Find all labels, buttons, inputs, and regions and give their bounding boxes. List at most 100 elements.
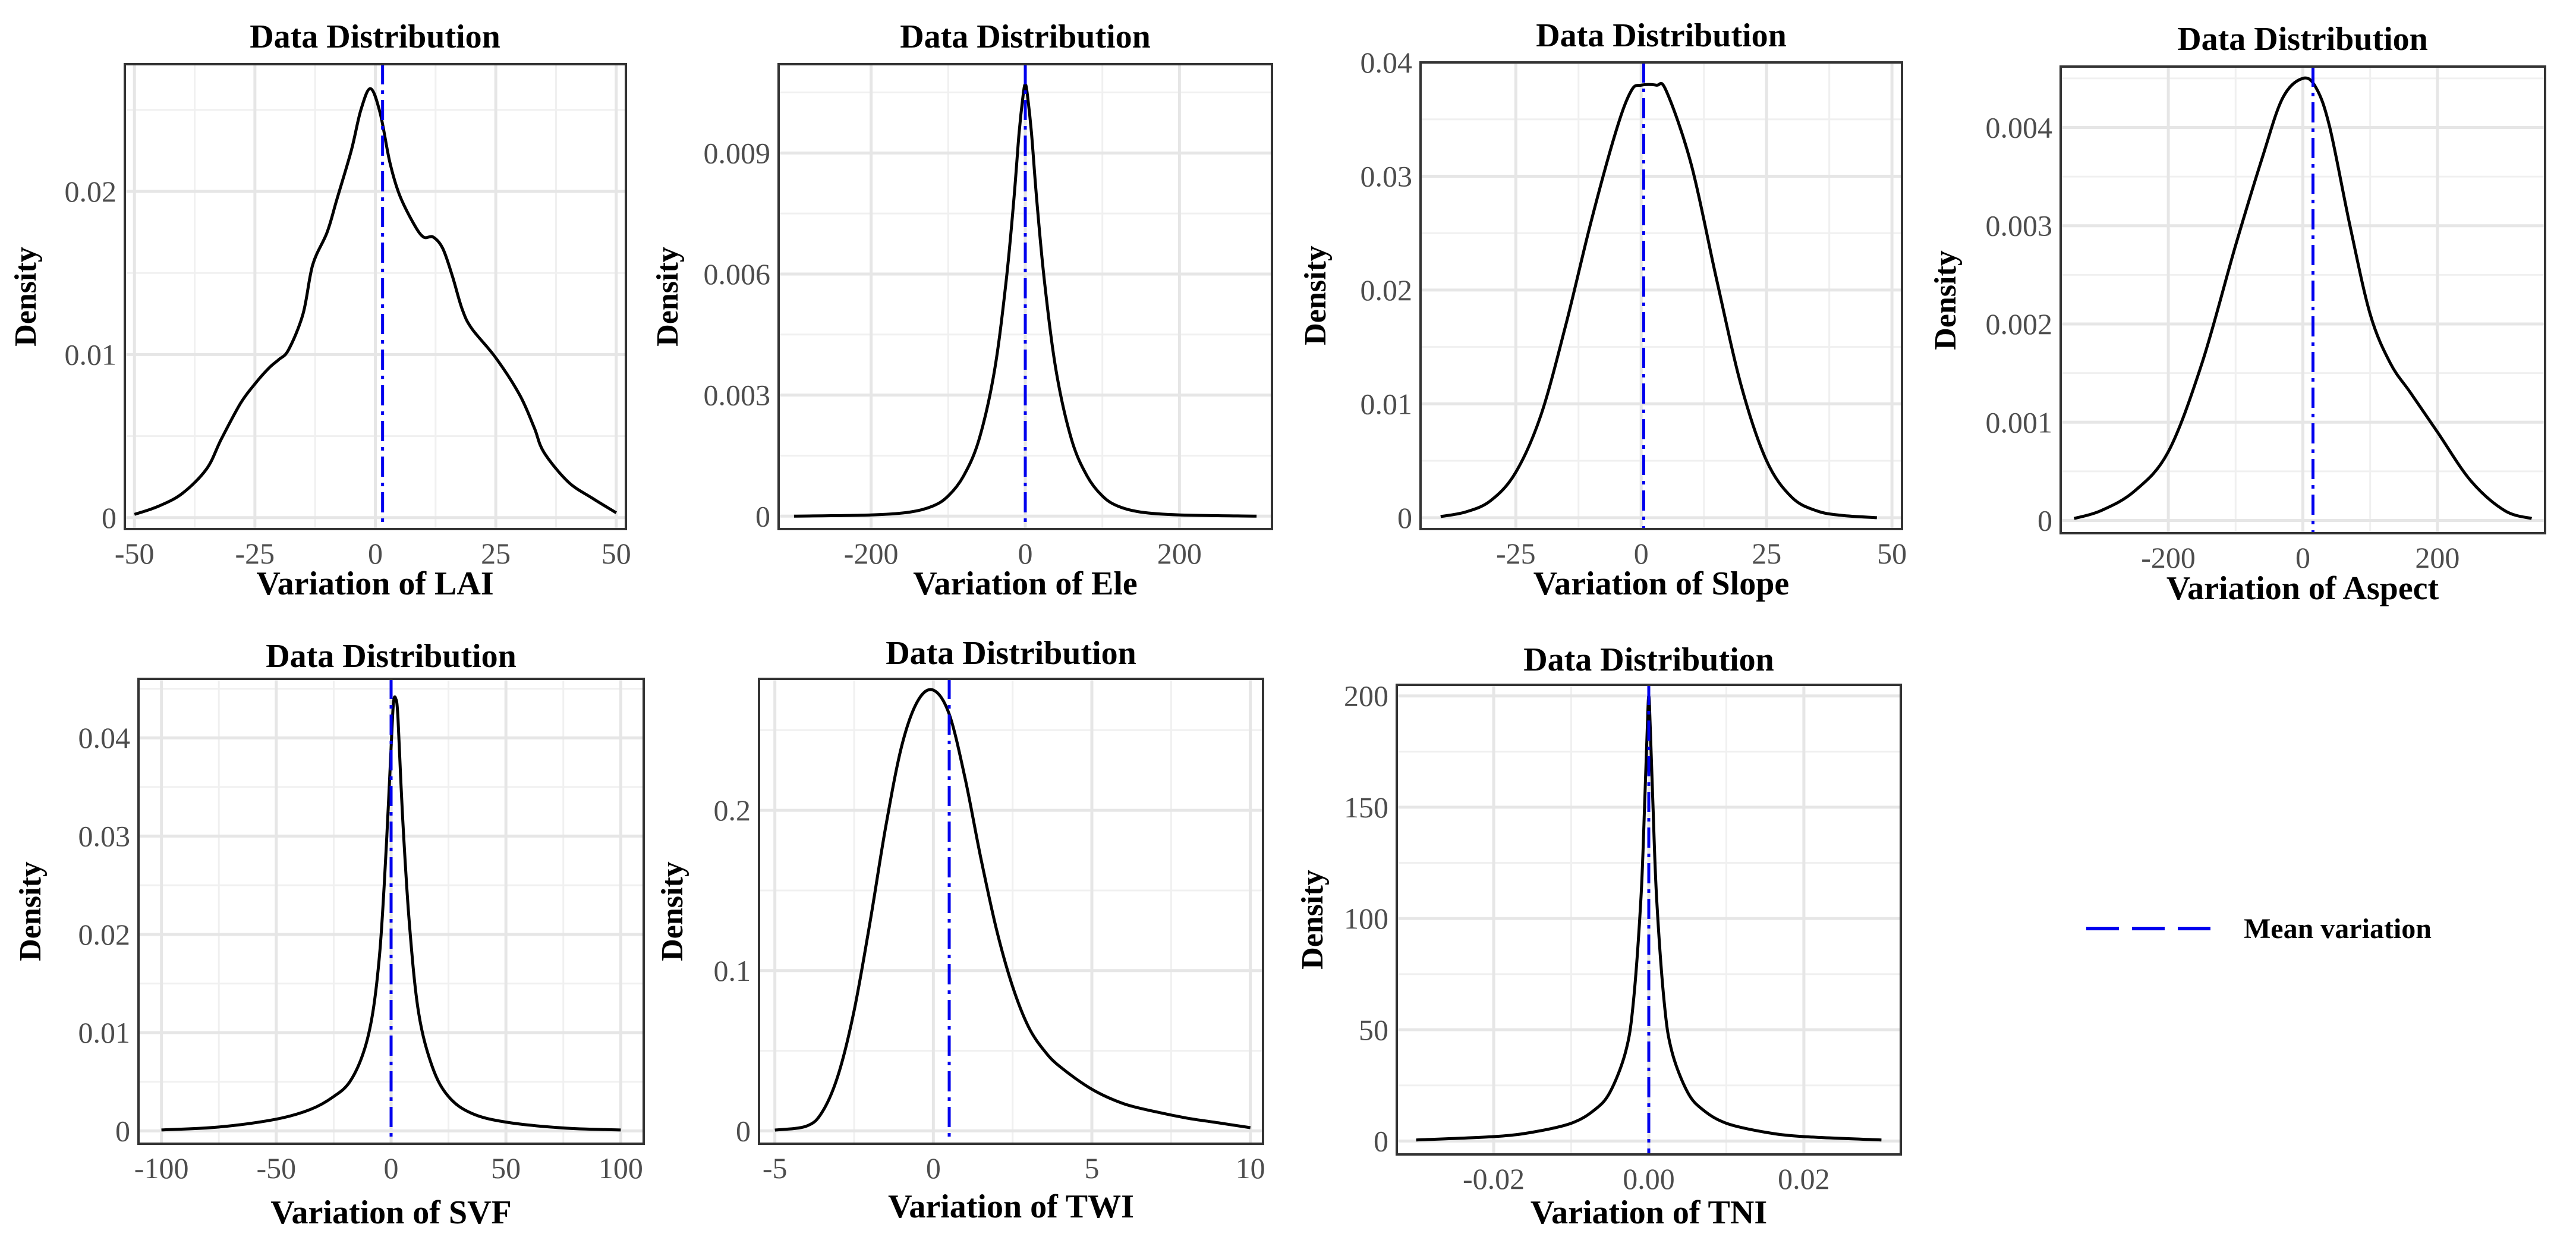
y-tick-label: 0.01 (1361, 387, 1413, 420)
density-curve (774, 688, 1251, 1132)
x-tick-label: 0 (1018, 537, 1033, 570)
density-curve (1440, 81, 1877, 520)
x-tick-label: -25 (235, 537, 275, 570)
y-tick-label: 0.004 (1986, 111, 2053, 144)
legend-label: Mean variation (2244, 913, 2432, 945)
x-tick-label: -25 (1496, 537, 1536, 570)
chart-panel-slope: Data Distribution Variation of Slope Den… (1299, 17, 1907, 602)
chart-title: Data Distribution (1536, 17, 1787, 54)
y-tick-label: 0.002 (1986, 307, 2053, 341)
x-tick-label: -0.02 (1463, 1162, 1525, 1195)
y-tick-label: 0 (736, 1114, 751, 1147)
gridlines (2061, 67, 2545, 533)
y-tick-label: 0.02 (1361, 273, 1413, 307)
y-tick-label: 0.03 (78, 820, 131, 853)
density-curve (161, 695, 621, 1132)
y-tick-label: 150 (1344, 791, 1388, 824)
y-tick-label: 200 (1344, 679, 1388, 713)
y-tick-label: 0 (1374, 1125, 1388, 1158)
x-tick-label: 50 (491, 1151, 521, 1185)
x-tick-label: 0.02 (1778, 1162, 1830, 1195)
y-tick-label: 50 (1359, 1013, 1388, 1046)
x-axis-label: Variation of TWI (888, 1188, 1134, 1225)
y-axis-label: Density (14, 861, 48, 961)
y-axis-label: Density (656, 861, 689, 961)
x-tick-label: 200 (2415, 541, 2460, 574)
x-tick-label: 0 (1634, 537, 1649, 570)
y-tick-label: 0.006 (704, 257, 771, 291)
chart-panel-lai: Data Distribution Variation of LAI Densi… (9, 18, 631, 602)
chart-panel-tni: Data Distribution Variation of TNI Densi… (1296, 641, 1902, 1231)
x-tick-label: 5 (1085, 1151, 1100, 1185)
y-tick-label: 0.001 (1986, 405, 2053, 439)
y-tick-label: 0.003 (1986, 209, 2053, 243)
x-tick-label: -50 (115, 537, 155, 570)
y-tick-label: 0 (755, 499, 770, 533)
x-tick-label: 25 (481, 537, 511, 570)
plot-frame (1396, 684, 1902, 1156)
y-axis-label: Density (651, 247, 685, 347)
x-tick-label: 0.00 (1623, 1162, 1675, 1195)
x-tick-label: -100 (134, 1151, 189, 1185)
plot-frame (758, 678, 1264, 1145)
gridlines (125, 64, 626, 529)
x-tick-label: 0 (384, 1151, 399, 1185)
y-axis-label: Density (1929, 250, 1963, 350)
chart-panel-aspect: Data Distribution Variation of Aspect De… (1929, 21, 2546, 607)
y-axis-label: Density (9, 247, 43, 347)
plot-frame (777, 63, 1273, 530)
plot-frame (1419, 61, 1903, 530)
y-axis-label: Density (1296, 870, 1330, 970)
chart-title: Data Distribution (886, 635, 1136, 672)
y-tick-label: 100 (1344, 902, 1388, 935)
x-tick-label: 25 (1752, 537, 1781, 570)
y-axis-label: Density (1299, 246, 1333, 345)
y-tick-label: 0.04 (78, 721, 131, 754)
x-axis-label: Variation of Aspect (2166, 570, 2439, 607)
x-tick-label: 50 (1877, 537, 1907, 570)
x-tick-label: 200 (1157, 537, 1202, 570)
y-tick-label: 0.01 (78, 1016, 131, 1049)
y-tick-label: 0 (102, 501, 116, 534)
y-tick-label: 0.04 (1361, 46, 1413, 79)
plot-frame (137, 678, 645, 1145)
y-tick-label: 0.2 (714, 794, 751, 827)
x-tick-label: 0 (368, 537, 383, 570)
x-tick-label: -200 (844, 537, 899, 570)
x-tick-label: -50 (256, 1151, 296, 1185)
x-tick-label: 50 (602, 537, 631, 570)
chart-title: Data Distribution (266, 638, 517, 675)
gridlines (759, 679, 1263, 1144)
y-tick-label: 0 (1397, 501, 1412, 534)
x-tick-label: -200 (2141, 541, 2196, 574)
x-axis-label: Variation of SVF (270, 1194, 512, 1231)
plot-frame (2059, 65, 2546, 534)
x-tick-label: 10 (1236, 1151, 1265, 1185)
y-tick-label: 0.003 (704, 379, 771, 412)
x-axis-label: Variation of TNI (1531, 1194, 1767, 1231)
chart-title: Data Distribution (250, 18, 500, 55)
legend: Mean variation (2086, 913, 2432, 945)
y-tick-label: 0.02 (78, 918, 131, 951)
x-tick-label: -5 (763, 1151, 788, 1185)
x-tick-label: 100 (599, 1151, 643, 1185)
y-tick-label: 0.03 (1361, 159, 1413, 193)
gridlines (1421, 61, 1902, 529)
chart-title: Data Distribution (2177, 21, 2428, 58)
chart-panel-ele: Data Distribution Variation of Ele Densi… (651, 18, 1273, 602)
y-tick-label: 0.01 (65, 338, 117, 371)
y-tick-label: 0 (2038, 504, 2052, 537)
chart-panel-twi: Data Distribution Variation of TWI Densi… (656, 635, 1265, 1225)
x-tick-label: 0 (926, 1151, 941, 1185)
density-curve (134, 87, 618, 516)
x-axis-label: Variation of Slope (1533, 565, 1789, 602)
y-tick-label: 0.02 (65, 175, 117, 208)
y-tick-label: 0.009 (704, 136, 771, 169)
chart-title: Data Distribution (900, 18, 1151, 55)
y-tick-label: 0.1 (714, 954, 751, 987)
chart-title: Data Distribution (1523, 641, 1774, 678)
plot-frame (124, 63, 627, 530)
x-tick-label: 0 (2295, 541, 2310, 574)
x-axis-label: Variation of LAI (256, 565, 493, 602)
